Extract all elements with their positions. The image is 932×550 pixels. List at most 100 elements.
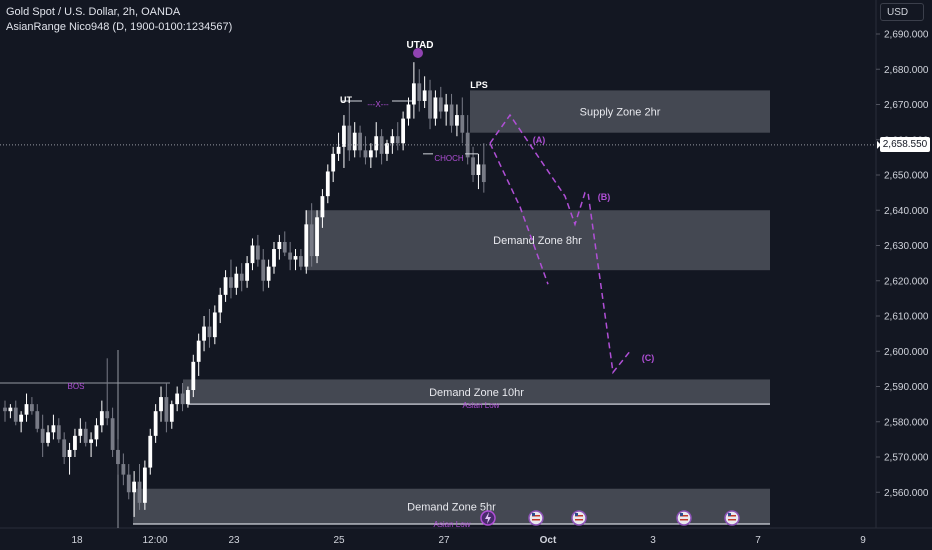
zone-label: Demand Zone 8hr bbox=[493, 235, 582, 247]
candle-body bbox=[336, 146, 341, 154]
bos-label: BOS bbox=[68, 382, 85, 391]
candle-body bbox=[67, 449, 72, 457]
candle-body bbox=[433, 97, 438, 119]
candle-body bbox=[309, 224, 314, 257]
candle-body bbox=[132, 481, 137, 493]
candle-body bbox=[159, 397, 163, 412]
candle-body bbox=[374, 136, 379, 151]
lps-label: LPS bbox=[470, 80, 488, 90]
candle-body bbox=[438, 97, 443, 112]
candle-body bbox=[411, 83, 416, 105]
candle-body bbox=[282, 241, 287, 253]
flag-stripe bbox=[728, 515, 736, 517]
x-tick-label: 7 bbox=[755, 535, 761, 546]
candle-body bbox=[186, 390, 190, 405]
candle-body bbox=[401, 118, 406, 144]
x-label: ---X--- bbox=[367, 100, 389, 109]
candle-body bbox=[137, 481, 142, 503]
candle-body bbox=[148, 435, 153, 468]
zone-2 bbox=[305, 210, 770, 271]
candle-body bbox=[471, 157, 475, 175]
candle-body bbox=[19, 414, 24, 422]
candle-body bbox=[196, 340, 201, 362]
wave-b-label: (B) bbox=[598, 192, 611, 202]
candle-body bbox=[223, 277, 228, 295]
candle-body bbox=[352, 132, 357, 151]
candle-body bbox=[212, 312, 217, 338]
x-tick-label: 23 bbox=[228, 535, 240, 546]
candle-body bbox=[304, 224, 309, 267]
candle-body bbox=[73, 435, 77, 450]
candle-body bbox=[35, 411, 40, 429]
us-flag-event-icon[interactable] bbox=[676, 510, 692, 526]
candle-body bbox=[180, 393, 185, 405]
candle-body bbox=[62, 439, 67, 457]
choch-label: CHOCH bbox=[434, 154, 464, 163]
candle-body bbox=[288, 252, 293, 260]
candle-body bbox=[191, 361, 196, 391]
y-tick-label: 2,560.000 bbox=[884, 488, 929, 499]
x-tick-label: Oct bbox=[540, 535, 557, 546]
utad-label: UTAD bbox=[406, 40, 433, 51]
symbol-title: Gold Spot / U.S. Dollar, 2h, OANDA bbox=[6, 6, 181, 18]
candle-body bbox=[8, 407, 13, 412]
y-tick-label: 2,620.000 bbox=[884, 276, 929, 287]
us-flag-event-icon[interactable] bbox=[571, 510, 587, 526]
last-price-label: 2,658.550 bbox=[880, 137, 930, 152]
zone-label: Demand Zone 10hr bbox=[429, 387, 524, 399]
candle-body bbox=[444, 104, 449, 112]
candle-body bbox=[3, 407, 7, 412]
flag-stripe bbox=[728, 519, 736, 521]
y-tick-label: 2,690.000 bbox=[884, 30, 929, 41]
lightning-icon-glyph bbox=[485, 512, 491, 524]
flag-stripe bbox=[532, 515, 540, 517]
candle-body bbox=[116, 449, 120, 465]
y-tick-label: 2,610.000 bbox=[884, 312, 929, 323]
candle-body bbox=[110, 418, 115, 450]
candle-body bbox=[169, 404, 174, 422]
candle-body bbox=[229, 277, 233, 288]
y-tick-label: 2,670.000 bbox=[884, 100, 929, 111]
x-tick-label: 27 bbox=[438, 535, 450, 546]
flag-canton bbox=[532, 513, 535, 516]
us-flag-event-icon[interactable] bbox=[724, 510, 740, 526]
candle-body bbox=[406, 104, 411, 119]
candle-body bbox=[255, 245, 260, 260]
candle-body bbox=[481, 164, 486, 183]
currency-selector[interactable]: USD bbox=[880, 3, 924, 21]
candle-body bbox=[331, 153, 336, 172]
flag-stripe bbox=[575, 515, 583, 517]
candle-body bbox=[428, 90, 432, 119]
candle-body bbox=[51, 425, 56, 433]
candle-body bbox=[234, 273, 239, 288]
candle-body bbox=[175, 393, 180, 405]
y-tick-label: 2,580.000 bbox=[884, 417, 929, 428]
candle-body bbox=[320, 196, 325, 218]
candle-body bbox=[395, 136, 400, 144]
candle-body bbox=[277, 241, 282, 250]
candle-body bbox=[465, 132, 470, 158]
x-tick-label: 18 bbox=[71, 535, 83, 546]
candle-body bbox=[363, 150, 368, 158]
y-tick-label: 2,640.000 bbox=[884, 206, 929, 217]
candle-body bbox=[94, 425, 99, 440]
candle-body bbox=[368, 150, 373, 158]
candle-body bbox=[121, 464, 126, 475]
candle-body bbox=[342, 125, 346, 147]
y-tick-label: 2,590.000 bbox=[884, 382, 929, 393]
y-tick-label: 2,600.000 bbox=[884, 347, 929, 358]
candle-body bbox=[202, 326, 206, 341]
candle-body bbox=[293, 256, 298, 260]
candle-body bbox=[266, 266, 271, 281]
candle-body bbox=[460, 115, 465, 133]
us-flag-event-icon[interactable] bbox=[528, 510, 544, 526]
zone-label: Supply Zone 2hr bbox=[580, 107, 661, 119]
candle-body bbox=[78, 428, 83, 436]
candle-body bbox=[449, 104, 454, 126]
x-tick-label: 3 bbox=[650, 535, 656, 546]
projection-path bbox=[489, 113, 631, 375]
candle-body bbox=[46, 432, 50, 443]
candle-body bbox=[207, 326, 212, 338]
